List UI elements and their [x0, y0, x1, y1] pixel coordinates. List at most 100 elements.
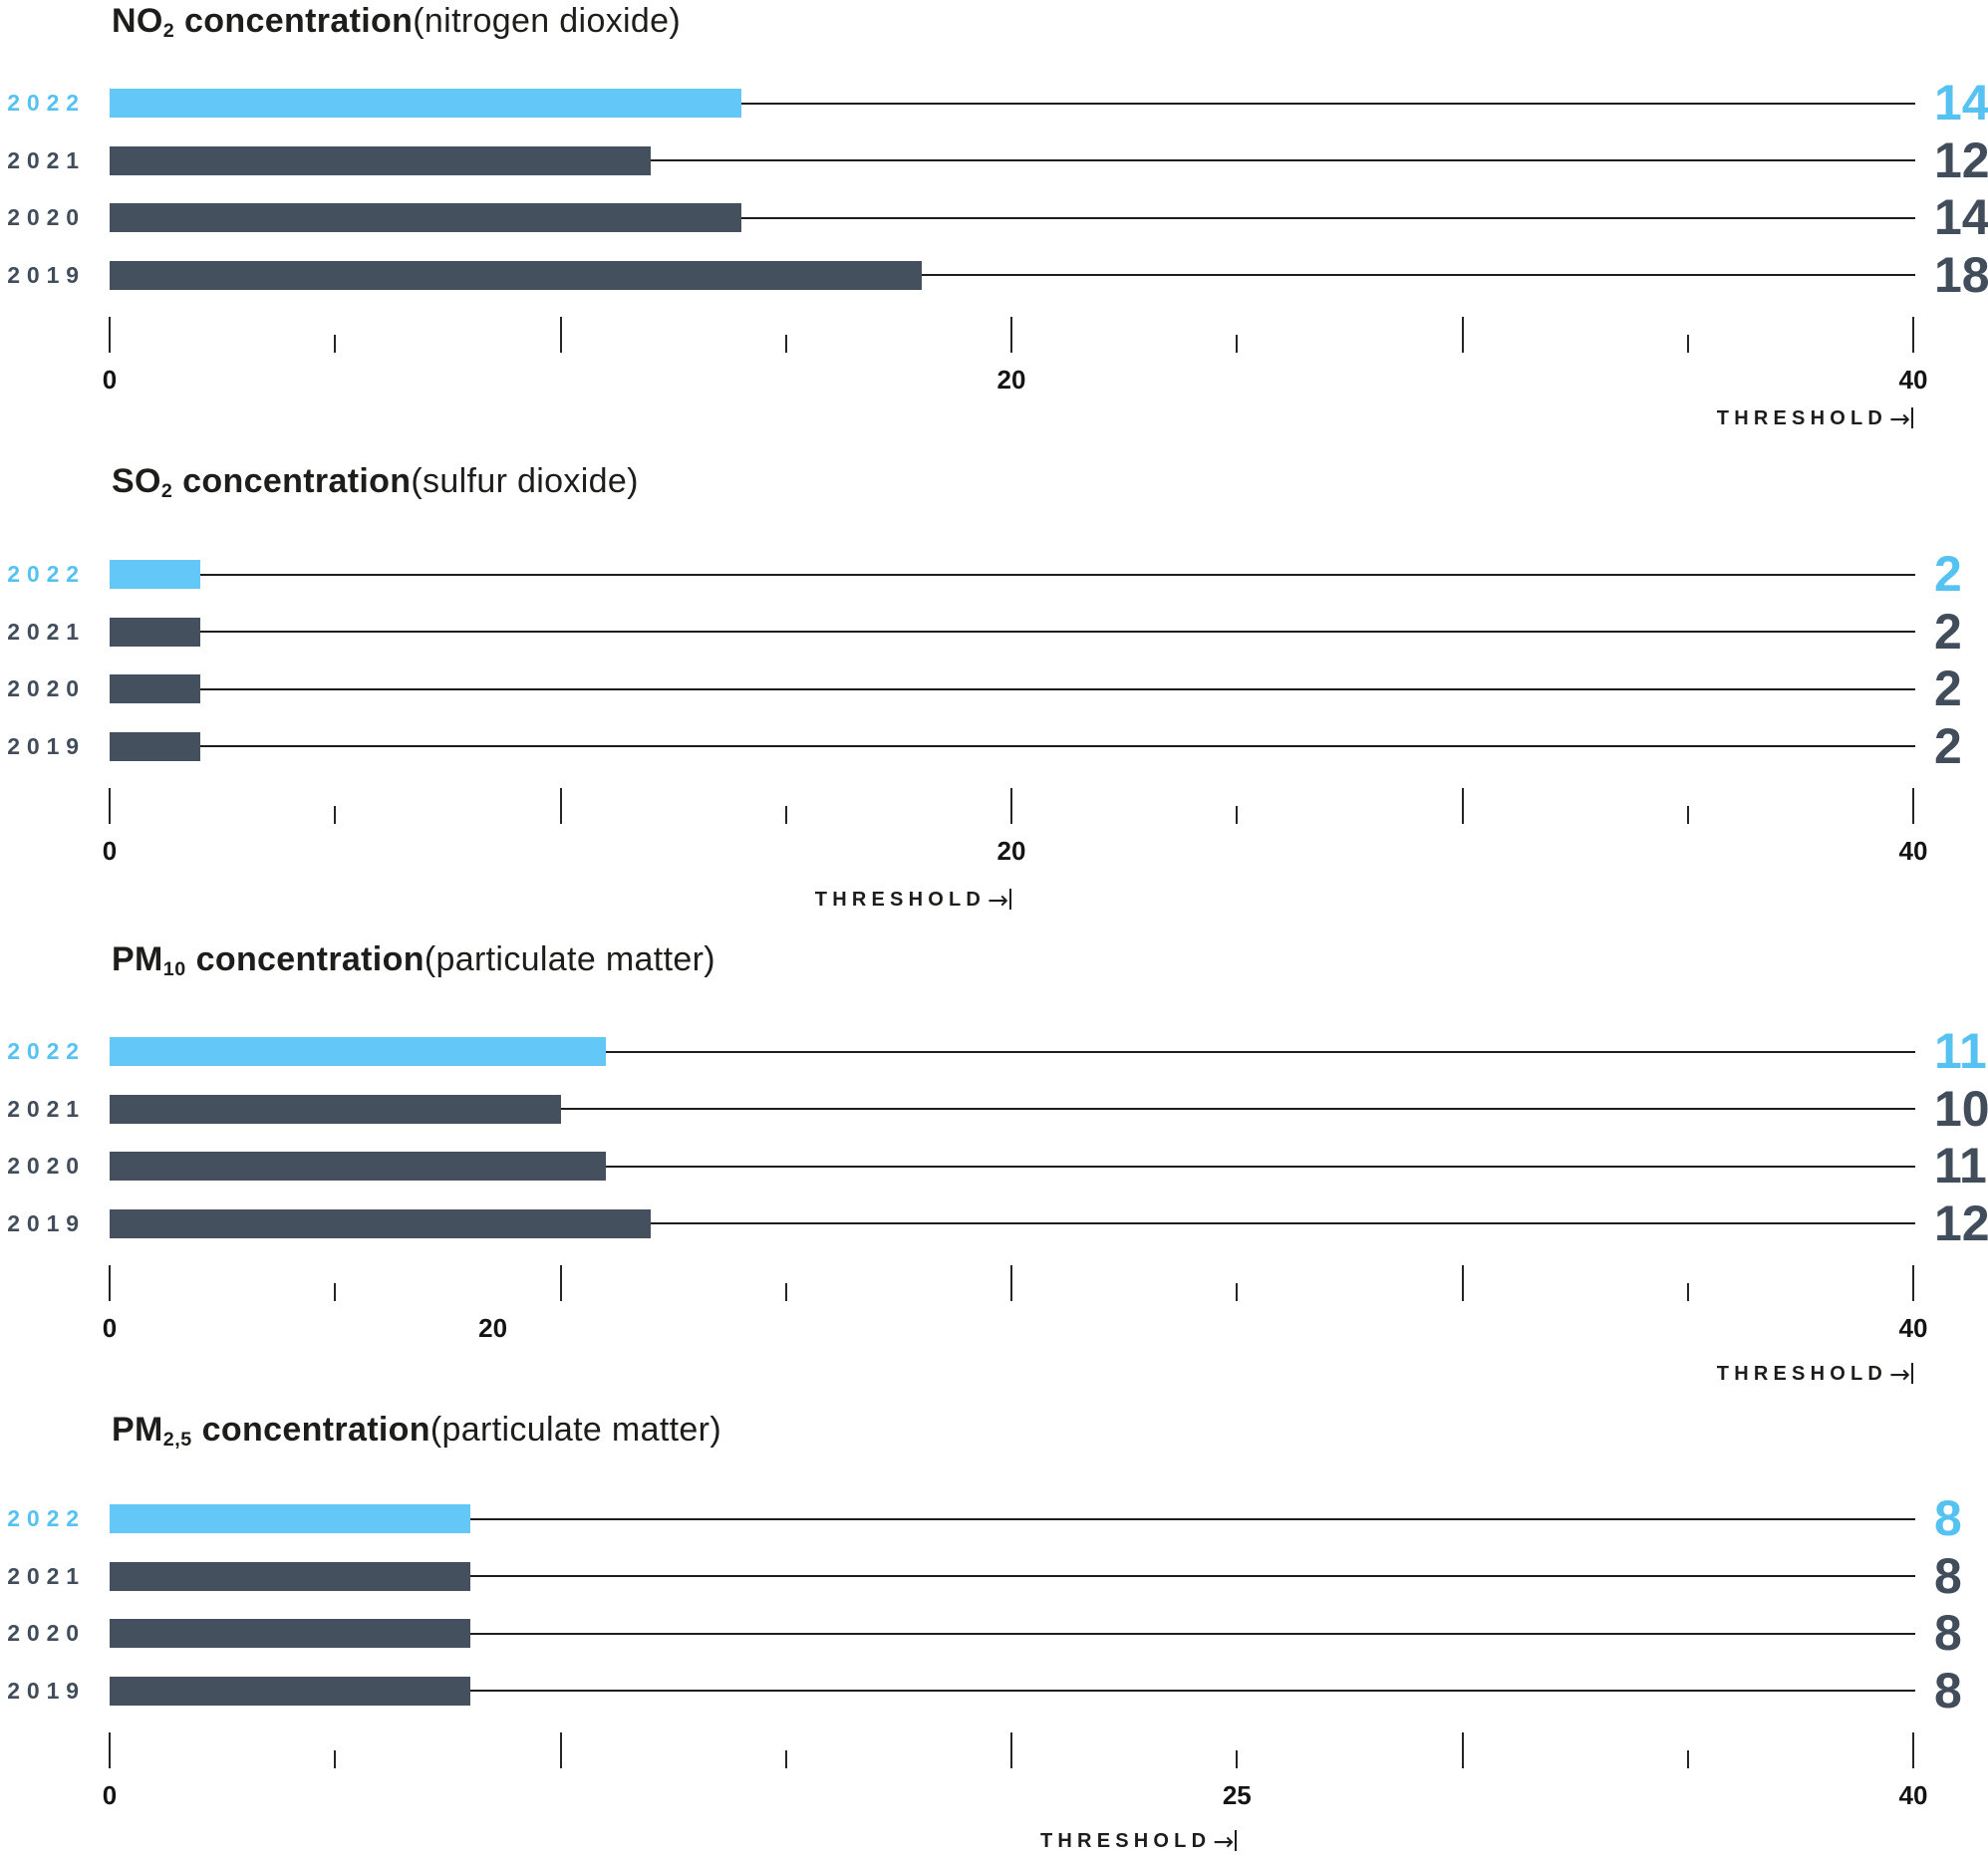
axis-tick-25 — [1236, 1283, 1239, 1301]
axis-tick-30 — [1461, 788, 1464, 824]
value-label: 10 — [1934, 1080, 1988, 1137]
leader-line — [605, 1050, 1916, 1053]
value-label: 8 — [1934, 1605, 1962, 1662]
leader-line — [605, 1165, 1916, 1168]
year-label-2019: 2019 — [7, 1209, 86, 1236]
axis-tick-10 — [559, 1265, 562, 1301]
axis-tick-15 — [784, 806, 787, 824]
year-label-2022: 2022 — [7, 561, 86, 587]
bar-2019 — [110, 260, 922, 290]
axis-tick-25 — [1236, 806, 1239, 824]
axis-tick-35 — [1686, 1283, 1689, 1301]
value-label: 12 — [1934, 132, 1988, 188]
value-label: 11 — [1934, 1138, 1987, 1194]
bar-2020 — [110, 1152, 606, 1182]
axis-tick-20 — [1010, 1732, 1012, 1768]
threshold-annotation: THRESHOLD→ — [1040, 1827, 1238, 1855]
threshold-label: THRESHOLD — [1716, 407, 1888, 429]
year-label-2021: 2021 — [7, 618, 86, 645]
bar-2022 — [110, 1037, 606, 1066]
threshold-stop-bar-icon — [1235, 1830, 1238, 1851]
threshold-stop-bar-icon — [1911, 1363, 1913, 1384]
bar-2019 — [110, 731, 200, 761]
axis-tick-40 — [1912, 1265, 1914, 1301]
value-label: 18 — [1934, 246, 1988, 303]
leader-line — [560, 1108, 1915, 1111]
leader-line — [921, 274, 1915, 277]
value-label: 2 — [1934, 546, 1962, 602]
axis-tick-0 — [109, 788, 111, 824]
chart-title: PM2,5 concentration(particulate matter) — [112, 1411, 721, 1451]
bar-2022 — [110, 560, 200, 589]
value-label: 14 — [1934, 75, 1988, 131]
axis-tick-0 — [109, 1732, 111, 1768]
chart-title: PM10 concentration(particulate matter) — [112, 940, 715, 980]
threshold-arrow-icon: → — [1889, 1360, 1910, 1389]
value-label: 14 — [1934, 189, 1988, 246]
bar-2021 — [110, 1094, 561, 1124]
value-label: 8 — [1934, 1662, 1962, 1719]
year-label-2022: 2022 — [7, 1505, 86, 1531]
axis-tick-label-40: 40 — [1898, 1780, 1928, 1810]
axis-tick-label-25: 25 — [1222, 1780, 1252, 1810]
leader-line — [470, 1517, 1915, 1520]
year-label-2019: 2019 — [7, 261, 86, 288]
axis-tick-15 — [784, 335, 787, 353]
leader-line — [470, 1632, 1915, 1635]
axis-tick-35 — [1686, 335, 1689, 353]
axis-tick-label-40: 40 — [1898, 836, 1928, 866]
threshold-label: THRESHOLD — [1716, 1363, 1888, 1385]
axis-tick-label-20: 20 — [996, 365, 1026, 395]
axis-tick-0 — [109, 317, 111, 353]
bar-2020 — [110, 674, 200, 704]
year-label-2019: 2019 — [7, 1677, 86, 1704]
bar-2021 — [110, 1561, 470, 1591]
axis-tick-30 — [1461, 1265, 1464, 1301]
axis-tick-40 — [1912, 317, 1914, 353]
axis-tick-label-0: 0 — [102, 836, 118, 866]
chart-title-bold: SO2 concentration — [112, 462, 412, 502]
axis-tick-label-0: 0 — [102, 1780, 118, 1810]
leader-line — [740, 216, 1915, 219]
threshold-annotation: THRESHOLD→ — [1717, 1362, 1913, 1387]
axis-tick-label-0: 0 — [102, 1313, 118, 1343]
threshold-arrow-icon: → — [1889, 404, 1910, 433]
leader-line — [470, 1690, 1915, 1693]
bar-2020 — [110, 1619, 470, 1649]
leader-line — [199, 573, 1915, 576]
chart-title-bold: NO2 concentration — [112, 2, 414, 42]
chart-title: SO2 concentration(sulfur dioxide) — [112, 462, 639, 502]
year-label-2021: 2021 — [7, 1562, 86, 1589]
bar-2022 — [110, 1504, 470, 1533]
leader-line — [199, 631, 1915, 634]
bar-2019 — [110, 1676, 470, 1706]
axis-tick-40 — [1912, 788, 1914, 824]
year-label-2020: 2020 — [7, 1153, 86, 1180]
leader-line — [470, 1575, 1915, 1578]
year-label-2021: 2021 — [7, 1095, 86, 1122]
threshold-stop-bar-icon — [1911, 407, 1913, 428]
axis-tick-35 — [1686, 1750, 1689, 1768]
threshold-arrow-icon: → — [1213, 1827, 1235, 1855]
axis-tick-20 — [1010, 788, 1012, 824]
chart-title-subscript: 2 — [160, 479, 173, 502]
year-label-2022: 2022 — [7, 90, 86, 116]
year-label-2020: 2020 — [7, 675, 86, 702]
threshold-label: THRESHOLD — [814, 889, 987, 911]
bar-2021 — [110, 145, 651, 175]
axis-tick-5 — [334, 1750, 337, 1768]
axis-tick-label-20: 20 — [478, 1313, 508, 1343]
chart-title-bold: PM10 concentration — [112, 940, 425, 980]
axis-tick-15 — [784, 1283, 787, 1301]
value-label: 8 — [1934, 1490, 1962, 1546]
axis-tick-10 — [559, 1732, 562, 1768]
bar-2022 — [110, 89, 741, 118]
value-label: 2 — [1934, 717, 1962, 774]
axis-tick-10 — [559, 317, 562, 353]
year-label-2022: 2022 — [7, 1038, 86, 1064]
chart-title-parenthetical: (nitrogen dioxide) — [413, 2, 682, 40]
axis-tick-25 — [1236, 1750, 1239, 1768]
threshold-label: THRESHOLD — [1040, 1830, 1212, 1852]
year-label-2019: 2019 — [7, 732, 86, 759]
chart-title-subscript: 10 — [162, 957, 186, 980]
